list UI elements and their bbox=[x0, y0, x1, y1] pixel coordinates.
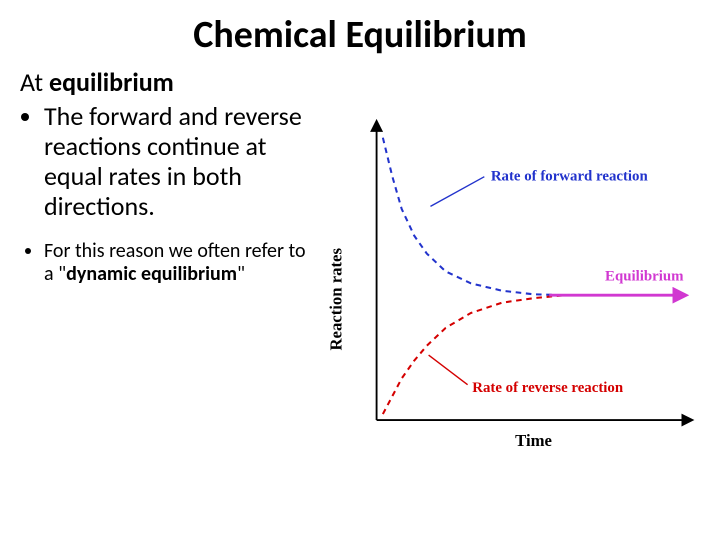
equilibrium-label: Equilibrium bbox=[605, 269, 684, 285]
forward-callout-line bbox=[431, 177, 485, 207]
bullet-2-bold: dynamic equilibrium bbox=[66, 262, 237, 286]
lead-text: At equilibrium bbox=[20, 66, 309, 98]
bullet-list-main: The forward and reverse reactions contin… bbox=[20, 102, 309, 222]
reverse-rate-curve bbox=[383, 295, 675, 414]
reaction-rate-chart: Reaction rates Time Rate of forward reac… bbox=[319, 66, 700, 514]
reverse-rate-label: Rate of reverse reaction bbox=[472, 380, 624, 396]
content-row: At equilibrium The forward and reverse r… bbox=[20, 66, 700, 514]
bullet-2: For this reason we often refer to a "dyn… bbox=[44, 240, 309, 287]
bullet-2-post: " bbox=[237, 262, 245, 286]
slide-root: Chemical Equilibrium At equilibrium The … bbox=[0, 0, 720, 540]
reverse-callout-line bbox=[429, 355, 468, 385]
bullet-list-sub: For this reason we often refer to a "dyn… bbox=[20, 240, 309, 287]
y-axis-label: Reaction rates bbox=[326, 248, 345, 351]
lead-prefix: At bbox=[20, 66, 49, 98]
bullet-1: The forward and reverse reactions contin… bbox=[44, 102, 309, 222]
slide-title: Chemical Equilibrium bbox=[20, 12, 700, 58]
x-axis-label: Time bbox=[515, 431, 552, 450]
chart-column: Reaction rates Time Rate of forward reac… bbox=[319, 66, 700, 514]
forward-rate-label: Rate of forward reaction bbox=[491, 168, 649, 184]
text-column: At equilibrium The forward and reverse r… bbox=[20, 66, 319, 514]
lead-bold: equilibrium bbox=[49, 66, 174, 98]
